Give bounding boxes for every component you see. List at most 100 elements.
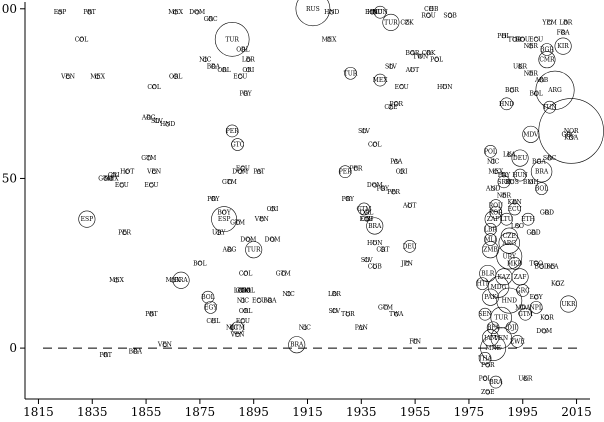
point-label: TWA: [389, 311, 404, 318]
point-label: HND: [499, 101, 514, 108]
point-label: CRI: [108, 172, 120, 179]
data-point: GRC: [562, 131, 576, 138]
point-marker: [496, 287, 523, 314]
point-marker: [372, 240, 378, 246]
point-marker: [214, 22, 250, 57]
data-point: LBR: [242, 57, 255, 64]
point-label: SLV: [361, 257, 373, 264]
point-label: NIC: [487, 158, 500, 165]
point-marker: [399, 84, 404, 90]
point-label: ORL: [169, 74, 182, 81]
point-label: LKA: [503, 152, 516, 159]
point-marker: [259, 216, 265, 222]
data-point: NER: [497, 192, 512, 199]
point-label: MEX: [322, 36, 338, 43]
point-label: ECU: [365, 9, 379, 16]
point-marker: [407, 203, 413, 208]
point-marker: [500, 97, 513, 111]
point-label: VEN: [157, 342, 172, 349]
data-point: GTM: [235, 287, 250, 294]
point-marker: [151, 169, 157, 174]
point-label: TUR: [247, 247, 261, 254]
point-marker: [231, 138, 244, 151]
data-point: PER: [387, 189, 400, 196]
point-marker: [481, 329, 499, 347]
point-label: PRY: [207, 196, 220, 203]
data-point: GTM: [141, 155, 156, 162]
data-point: TUR: [490, 306, 512, 329]
point-label: HND: [502, 298, 517, 305]
point-marker: [295, 0, 331, 27]
point-label: MEX: [90, 74, 106, 81]
data-point: AND: [485, 186, 501, 193]
point-marker: [563, 20, 569, 25]
point-label: BMH: [523, 179, 539, 186]
point-label: BRA: [368, 223, 382, 230]
point-marker: [364, 257, 369, 263]
point-label: MKD: [507, 260, 523, 267]
point-marker: [515, 223, 520, 229]
point-label: PRY: [239, 91, 252, 98]
point-marker: [345, 311, 351, 317]
data-point: PER: [118, 230, 131, 237]
point-label: POL: [479, 376, 492, 383]
data-point: PRY: [342, 196, 355, 203]
point-marker: [338, 165, 352, 178]
point-marker: [508, 256, 521, 270]
data-point: LBR: [234, 287, 247, 294]
data-point: MEX: [90, 74, 106, 81]
point-label: GRC: [516, 287, 530, 294]
point-marker: [393, 159, 399, 164]
point-marker: [544, 210, 550, 215]
point-label: ECU: [236, 165, 250, 172]
point-marker: [489, 206, 503, 219]
point-label: HUN: [512, 172, 528, 179]
point-label: ORI: [361, 216, 373, 223]
point-marker: [568, 135, 574, 141]
point-label: CUB: [368, 264, 383, 271]
data-point: BOL: [201, 290, 215, 304]
point-marker: [533, 260, 539, 266]
point-label: DJI: [507, 325, 517, 332]
point-label: DOM: [367, 182, 383, 189]
data-point: SLV: [358, 128, 370, 135]
point-marker: [267, 298, 273, 303]
point-label: NIC: [299, 325, 312, 332]
point-marker: [482, 376, 488, 381]
data-point: ROU: [421, 13, 436, 20]
point-marker: [372, 182, 378, 188]
point-marker: [506, 152, 512, 157]
point-marker: [361, 128, 367, 134]
point-label: HTI: [477, 281, 489, 288]
point-label: DEU: [403, 243, 417, 250]
data-point: ARG: [498, 232, 520, 254]
point-marker: [399, 169, 404, 174]
point-marker: [490, 306, 512, 329]
data-point: YEM: [541, 19, 556, 26]
point-marker: [202, 57, 208, 62]
point-marker: [412, 339, 418, 344]
point-label: FRA: [557, 30, 571, 37]
point-marker: [484, 210, 502, 228]
data-point: BGR: [540, 43, 554, 56]
point-label: JPN: [400, 260, 413, 267]
data-point: DOM: [367, 182, 383, 189]
point-label: TUR: [344, 70, 358, 77]
data-point: ECU: [395, 84, 409, 91]
data-point: POR: [481, 362, 495, 369]
data-point: NIC: [299, 325, 312, 332]
data-point: DOM: [265, 237, 281, 244]
point-label: DOM: [536, 328, 552, 335]
point-marker: [410, 67, 415, 73]
point-label: GRD: [526, 230, 540, 237]
point-label: TUN: [542, 104, 556, 111]
data-point: ESP: [78, 210, 96, 228]
point-label: DOM: [265, 237, 281, 244]
data-point: ECU: [236, 165, 250, 172]
data-point: MEX: [109, 277, 125, 284]
data-point: NER: [524, 43, 539, 50]
point-label: ESP: [54, 9, 67, 16]
point-label: BGR: [406, 50, 420, 57]
point-label: GTM: [98, 175, 113, 182]
point-label: NIC: [283, 291, 296, 298]
